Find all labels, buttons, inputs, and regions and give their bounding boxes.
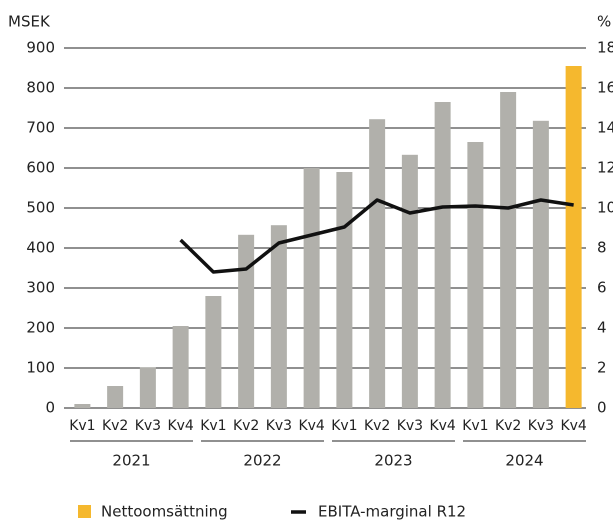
x-tick-label: Kv2: [364, 418, 390, 434]
bar: [107, 386, 124, 408]
y-tick-label: 500: [26, 199, 55, 217]
x-tick-label: Kv1: [331, 418, 357, 434]
bar: [238, 234, 255, 408]
bar: [336, 172, 353, 408]
y-tick-label: 400: [26, 239, 55, 257]
bar: [467, 142, 484, 408]
y-tick-label: 200: [26, 319, 55, 337]
bar: [139, 367, 156, 408]
line: [179, 198, 574, 274]
x-tick-label: Kv2: [233, 418, 259, 434]
bar: [401, 154, 418, 408]
bar: [270, 225, 287, 408]
legend-swatch: [78, 505, 91, 518]
group-label: 2021: [112, 452, 150, 470]
y-tick-label: 600: [26, 159, 55, 177]
x-tick-label: Kv3: [135, 418, 161, 434]
x-tick-label: Kv3: [397, 418, 423, 434]
x-tick-label: Kv2: [102, 418, 128, 434]
y-tick-label: 0: [45, 399, 55, 417]
y2-tick-label: 0: [597, 399, 607, 417]
y2-tick-label: 18: [597, 39, 613, 57]
x-tick-label: Kv1: [462, 418, 488, 434]
bar: [303, 168, 320, 408]
bar: [205, 296, 222, 408]
legend-label: EBITA-marginal R12: [318, 503, 466, 521]
x-tick-label: Kv4: [298, 418, 324, 434]
x-tick-label: Kv4: [560, 418, 586, 434]
y2-tick-label: 8: [597, 239, 607, 257]
group-label: 2023: [374, 452, 412, 470]
x-tick-label: Kv1: [200, 418, 226, 434]
y-tick-label: 700: [26, 119, 55, 137]
group-label: 2022: [243, 452, 281, 470]
x-tick-label: Kv1: [69, 418, 95, 434]
legend-label: Nettoomsättning: [101, 503, 228, 521]
bar: [369, 119, 386, 408]
y2-axis-label: %: [597, 13, 611, 31]
y2-tick-label: 2: [597, 359, 607, 377]
y2-tick-label: 16: [597, 79, 613, 97]
bar: [500, 92, 517, 408]
x-tick-label: Kv2: [495, 418, 521, 434]
y2-tick-label: 6: [597, 279, 607, 297]
y-tick-label: 800: [26, 79, 55, 97]
x-tick-label: Kv3: [528, 418, 554, 434]
bar: [434, 102, 451, 408]
bar: [172, 326, 189, 408]
bar: [74, 404, 91, 408]
x-tick-label: Kv4: [167, 418, 193, 434]
y2-tick-label: 14: [597, 119, 613, 137]
group-label: 2024: [505, 452, 543, 470]
y-axis-label: MSEK: [8, 13, 51, 31]
y-tick-label: 300: [26, 279, 55, 297]
bar: [565, 66, 582, 408]
x-tick-label: Kv3: [266, 418, 292, 434]
y-tick-label: 100: [26, 359, 55, 377]
y2-tick-label: 4: [597, 319, 607, 337]
x-tick-label: Kv4: [429, 418, 455, 434]
y2-tick-label: 10: [597, 199, 613, 217]
bar: [532, 120, 549, 409]
y2-tick-label: 12: [597, 159, 613, 177]
y-tick-label: 900: [26, 39, 55, 57]
